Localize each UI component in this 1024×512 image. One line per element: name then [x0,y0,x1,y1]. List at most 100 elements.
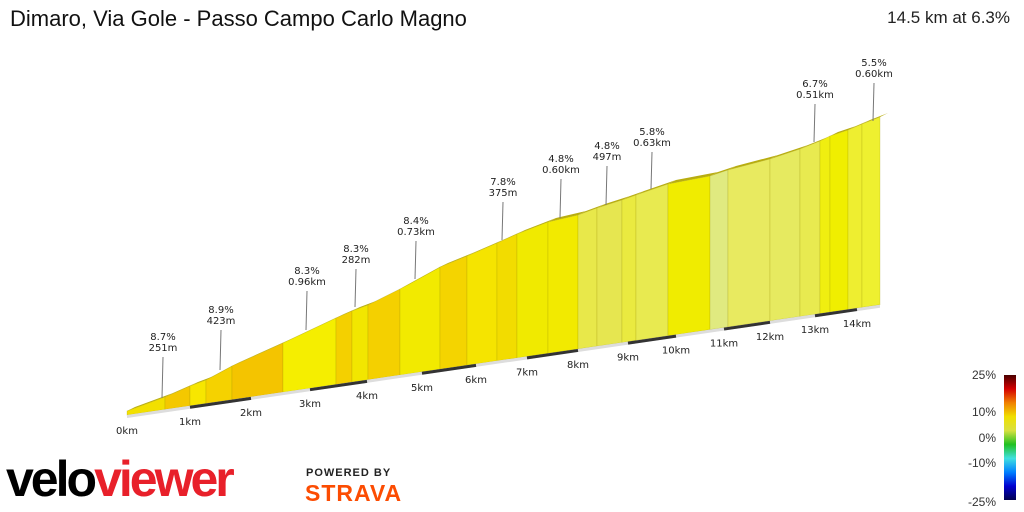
x-tick-label: 3km [299,399,321,410]
annotation-length: 0.73km [397,227,435,238]
profile-top-edge [336,307,360,318]
veloviewer-logo[interactable]: veloviewer [6,451,235,507]
annotation-gradient: 8.3% [343,244,368,255]
x-tick-label: 4km [356,391,378,402]
profile-top-edge [206,362,240,380]
profile-top-edge [165,382,198,397]
gradient-segment [351,304,369,383]
profile-top-edge [770,145,808,159]
profile-top-edge [400,263,448,289]
x-tick-label: 7km [516,367,538,378]
annotation-leader [414,240,417,280]
gradient-segment [205,365,233,404]
gradient-segment [577,207,598,350]
x-tick-label: 13km [801,325,829,336]
annotation-length: 0.51km [796,90,834,101]
annotation-leader [872,82,875,122]
annotation-gradient: 8.3% [294,266,319,277]
gradient-segment [769,148,801,322]
annotation-gradient: 8.4% [403,216,428,227]
annotation-gradient: 7.8% [490,177,515,188]
gradient-segment [709,169,729,330]
annotation-length: 0.63km [633,138,671,149]
annotation-leader [305,290,308,331]
strava-logo[interactable]: STRAVA [305,480,403,506]
km-band [814,308,858,318]
profile-top-edge [548,211,586,222]
profile-top-edge [636,180,676,195]
gradient-segment [819,135,831,314]
x-tick-label: 10km [662,346,690,357]
color-scale-label: -25% [968,495,996,509]
x-tick-label: 2km [240,408,262,419]
gradient-segment [861,116,881,308]
annotation-length: 0.60km [855,69,893,80]
color-scale-label: 25% [972,368,996,382]
profile-top-edge [848,120,870,130]
profile-top-edge [668,172,718,184]
annotation-gradient: 4.8% [594,141,619,152]
x-tick-label: 11km [710,339,738,350]
profile-top-edge [497,230,525,243]
km-band [421,363,477,375]
annotation-gradient: 8.9% [208,305,233,316]
gradient-segment [335,310,353,385]
annotation-length: 423m [207,316,236,327]
gradient-segment [667,175,711,337]
color-scale-label: 0% [979,431,997,445]
annotation-leader [354,268,357,308]
gradient-segment [621,194,637,343]
x-tick-label: 8km [567,360,589,371]
km-band [526,348,579,360]
annotation-leader [650,151,653,190]
annotation-gradient: 4.8% [548,154,573,165]
profile-top-edge [467,239,505,256]
profile-top-edge [728,155,778,170]
km-band [189,396,252,409]
annotation-leader [501,201,504,241]
climb-summary: 14.5 km at 6.3% [887,8,1010,27]
profile-top-edge [800,137,828,149]
x-tick-label: 0km [116,426,138,437]
profile-top-edge [862,113,888,124]
powered-by-label: POWERED BY [306,467,392,479]
gradient-segment [635,183,669,341]
annotation-length: 282m [342,255,371,266]
gradient-segment [547,214,579,354]
profile-top-edge [710,166,736,176]
x-tick-label: 1km [179,417,201,428]
x-tick-label: 6km [465,375,487,386]
x-tick-label: 14km [843,319,871,330]
profile-top-edge [190,376,214,386]
annotation-leader [605,165,608,206]
annotation-leader [219,329,222,371]
color-scale-label: -10% [968,456,996,470]
annotation-leader [813,103,816,143]
annotation-gradient: 5.5% [861,58,886,69]
gradient-segment [727,158,771,328]
gradient-segment [231,342,284,400]
gradient-segment [596,199,623,347]
page-title: Dimaro, Via Gole - Passo Campo Carlo Mag… [10,6,467,31]
profile-top-edge [440,252,475,267]
gradient-segment [829,129,849,313]
annotation-length: 375m [489,188,518,199]
annotation-leader [559,178,562,219]
annotation-length: 251m [149,343,178,354]
profile-top-edge [517,218,556,234]
profile-top-edge [283,314,344,343]
gradient-segment [466,242,498,366]
gradient-segment [189,379,207,407]
gradient-segment [282,317,337,393]
km-band [723,320,771,331]
km-band [627,334,677,345]
profile-top-edge [232,339,291,366]
color-scale-bar [1004,375,1016,500]
gradient-segment [399,266,441,376]
x-tick-label: 9km [617,353,639,364]
profile-top-edge [622,191,644,200]
logo-part-velo: velo [6,451,97,507]
annotation-gradient: 6.7% [802,79,827,90]
profile-top-edge [597,196,630,208]
gradient-segment [847,123,863,310]
